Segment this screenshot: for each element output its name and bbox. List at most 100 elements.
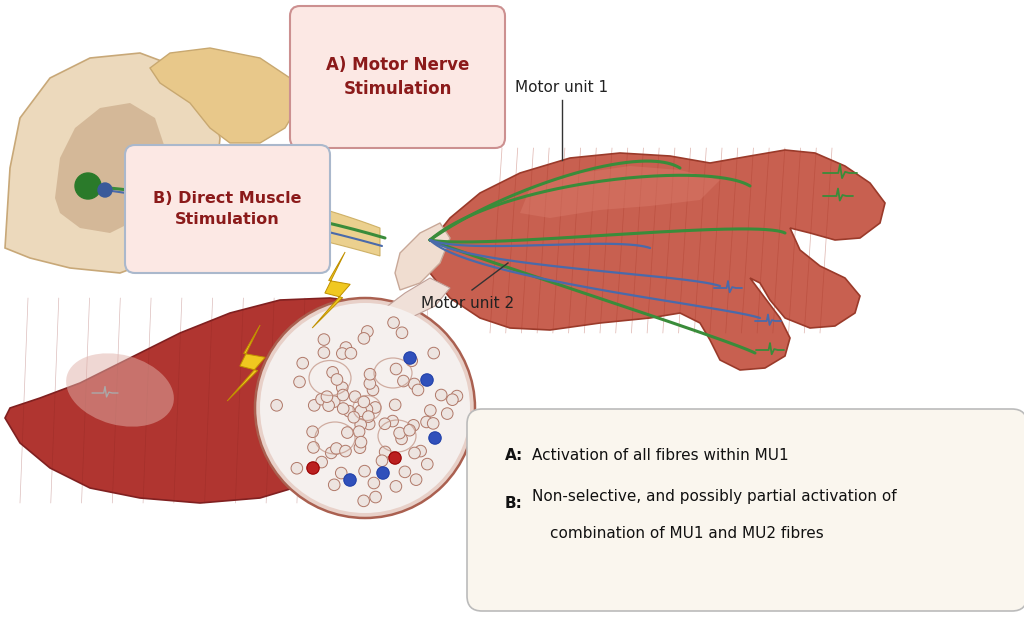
Text: Motor unit 1: Motor unit 1 (515, 80, 608, 95)
Circle shape (255, 298, 475, 518)
FancyBboxPatch shape (125, 145, 330, 273)
Circle shape (307, 426, 318, 438)
Circle shape (435, 389, 447, 401)
Circle shape (395, 433, 408, 445)
Circle shape (408, 420, 419, 431)
Circle shape (413, 384, 424, 396)
Circle shape (415, 445, 426, 457)
Circle shape (361, 404, 373, 415)
Circle shape (354, 442, 366, 453)
Circle shape (326, 447, 337, 458)
Circle shape (429, 432, 441, 444)
Circle shape (365, 377, 376, 389)
Circle shape (329, 479, 340, 490)
Circle shape (365, 369, 376, 380)
Circle shape (358, 333, 370, 344)
Circle shape (427, 418, 439, 429)
Text: A:: A: (505, 448, 523, 462)
Circle shape (294, 376, 305, 387)
Polygon shape (150, 173, 380, 256)
Circle shape (388, 317, 399, 328)
Circle shape (389, 452, 401, 464)
Circle shape (403, 425, 416, 436)
Polygon shape (520, 166, 720, 218)
Circle shape (343, 406, 355, 417)
Circle shape (331, 443, 342, 454)
Circle shape (348, 411, 359, 423)
Circle shape (98, 183, 112, 197)
Circle shape (399, 466, 411, 478)
Circle shape (370, 402, 381, 413)
Text: B) Direct Muscle
Stimulation: B) Direct Muscle Stimulation (154, 191, 302, 227)
Circle shape (323, 400, 335, 411)
Circle shape (355, 419, 367, 430)
Polygon shape (430, 150, 885, 370)
Circle shape (331, 374, 343, 385)
Circle shape (327, 367, 338, 378)
Polygon shape (227, 325, 265, 401)
Circle shape (318, 333, 330, 345)
FancyBboxPatch shape (467, 409, 1024, 611)
Polygon shape (55, 103, 165, 233)
Circle shape (446, 394, 458, 406)
Circle shape (315, 393, 328, 405)
Circle shape (389, 399, 401, 411)
Circle shape (336, 467, 347, 479)
Polygon shape (385, 278, 450, 323)
Circle shape (349, 391, 360, 403)
Circle shape (318, 347, 330, 359)
Circle shape (340, 342, 351, 354)
Circle shape (337, 348, 348, 359)
Circle shape (428, 347, 439, 359)
Circle shape (403, 352, 416, 364)
Text: Activation of all fibres within MU1: Activation of all fibres within MU1 (532, 448, 788, 462)
Circle shape (291, 462, 303, 474)
Circle shape (368, 384, 379, 396)
Ellipse shape (67, 354, 174, 426)
Circle shape (370, 491, 381, 503)
Circle shape (344, 474, 356, 486)
Text: B:: B: (505, 495, 523, 511)
Circle shape (337, 382, 348, 394)
Circle shape (409, 447, 420, 459)
Circle shape (358, 396, 370, 408)
Circle shape (340, 445, 351, 457)
Circle shape (376, 455, 388, 467)
Polygon shape (312, 252, 350, 328)
Circle shape (387, 415, 398, 427)
Circle shape (421, 416, 432, 428)
Circle shape (441, 408, 453, 420)
Circle shape (307, 441, 319, 453)
Circle shape (355, 436, 367, 448)
Circle shape (322, 391, 333, 403)
Circle shape (397, 376, 410, 387)
Circle shape (368, 477, 380, 489)
FancyBboxPatch shape (290, 6, 505, 148)
Circle shape (270, 399, 283, 411)
Circle shape (342, 427, 353, 438)
Circle shape (260, 303, 470, 513)
Circle shape (396, 327, 408, 338)
Circle shape (337, 389, 349, 401)
Circle shape (361, 326, 373, 337)
Text: combination of MU1 and MU2 fibres: combination of MU1 and MU2 fibres (550, 526, 823, 541)
Circle shape (297, 357, 308, 369)
Circle shape (390, 363, 401, 375)
Polygon shape (395, 223, 450, 290)
Circle shape (377, 467, 389, 479)
Circle shape (422, 458, 433, 470)
Circle shape (362, 411, 374, 423)
Circle shape (338, 403, 349, 414)
Circle shape (315, 457, 328, 468)
Polygon shape (5, 53, 220, 273)
Circle shape (452, 390, 463, 402)
Circle shape (358, 465, 371, 477)
Text: Non-selective, and possibly partial activation of: Non-selective, and possibly partial acti… (532, 489, 897, 504)
Circle shape (421, 374, 433, 386)
Circle shape (357, 495, 370, 507)
Circle shape (329, 396, 340, 408)
Circle shape (345, 347, 356, 359)
Text: A) Motor Nerve
Stimulation: A) Motor Nerve Stimulation (326, 55, 469, 99)
Circle shape (307, 462, 319, 474)
Circle shape (379, 418, 390, 430)
